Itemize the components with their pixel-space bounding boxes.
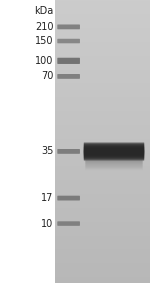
Text: 17: 17 (41, 193, 53, 203)
FancyBboxPatch shape (84, 148, 144, 150)
FancyBboxPatch shape (84, 156, 144, 158)
FancyBboxPatch shape (84, 142, 144, 144)
FancyBboxPatch shape (84, 147, 144, 149)
FancyBboxPatch shape (84, 158, 144, 160)
FancyBboxPatch shape (84, 157, 144, 159)
FancyBboxPatch shape (84, 145, 144, 147)
Text: 150: 150 (35, 36, 53, 46)
FancyBboxPatch shape (85, 161, 143, 163)
Text: 100: 100 (35, 56, 53, 66)
FancyBboxPatch shape (84, 149, 144, 151)
FancyBboxPatch shape (85, 162, 143, 164)
FancyBboxPatch shape (84, 152, 144, 154)
FancyBboxPatch shape (84, 150, 144, 152)
FancyBboxPatch shape (84, 159, 144, 161)
Text: kDa: kDa (34, 6, 53, 16)
FancyBboxPatch shape (84, 159, 144, 161)
Text: 210: 210 (35, 22, 53, 32)
FancyBboxPatch shape (84, 157, 144, 159)
FancyBboxPatch shape (85, 160, 143, 162)
FancyBboxPatch shape (84, 153, 144, 155)
FancyBboxPatch shape (84, 158, 144, 160)
FancyBboxPatch shape (57, 149, 80, 154)
FancyBboxPatch shape (84, 156, 144, 158)
Text: 35: 35 (41, 146, 53, 156)
FancyBboxPatch shape (84, 143, 144, 145)
FancyBboxPatch shape (84, 152, 144, 154)
FancyBboxPatch shape (84, 151, 144, 153)
FancyBboxPatch shape (84, 152, 144, 154)
FancyBboxPatch shape (57, 24, 80, 29)
FancyBboxPatch shape (84, 143, 144, 145)
FancyBboxPatch shape (84, 147, 144, 149)
FancyBboxPatch shape (84, 155, 144, 156)
FancyBboxPatch shape (84, 144, 144, 146)
FancyBboxPatch shape (84, 157, 144, 159)
FancyBboxPatch shape (84, 154, 144, 156)
FancyBboxPatch shape (84, 149, 144, 151)
FancyBboxPatch shape (84, 154, 144, 156)
FancyBboxPatch shape (84, 146, 144, 148)
FancyBboxPatch shape (84, 154, 144, 156)
FancyBboxPatch shape (84, 149, 144, 151)
FancyBboxPatch shape (84, 144, 144, 146)
FancyBboxPatch shape (85, 160, 143, 161)
FancyBboxPatch shape (57, 221, 80, 226)
FancyBboxPatch shape (84, 145, 144, 147)
FancyBboxPatch shape (84, 149, 144, 151)
FancyBboxPatch shape (84, 143, 144, 145)
Text: 10: 10 (41, 218, 53, 229)
FancyBboxPatch shape (57, 39, 80, 43)
FancyBboxPatch shape (85, 165, 143, 167)
FancyBboxPatch shape (84, 146, 144, 148)
FancyBboxPatch shape (84, 146, 144, 148)
FancyBboxPatch shape (84, 147, 144, 149)
FancyBboxPatch shape (84, 150, 144, 152)
FancyBboxPatch shape (84, 153, 144, 155)
FancyBboxPatch shape (84, 143, 144, 145)
FancyBboxPatch shape (84, 150, 144, 152)
FancyBboxPatch shape (84, 145, 144, 147)
FancyBboxPatch shape (84, 158, 144, 160)
FancyBboxPatch shape (84, 156, 144, 158)
FancyBboxPatch shape (57, 196, 80, 200)
FancyBboxPatch shape (84, 144, 144, 146)
FancyBboxPatch shape (85, 166, 143, 168)
FancyBboxPatch shape (84, 155, 144, 157)
FancyBboxPatch shape (84, 158, 144, 160)
FancyBboxPatch shape (85, 164, 143, 166)
FancyBboxPatch shape (57, 74, 80, 79)
FancyBboxPatch shape (84, 145, 144, 147)
FancyBboxPatch shape (84, 153, 144, 155)
FancyBboxPatch shape (84, 148, 144, 150)
FancyBboxPatch shape (84, 151, 144, 153)
FancyBboxPatch shape (84, 153, 144, 155)
FancyBboxPatch shape (84, 155, 144, 157)
Text: 70: 70 (41, 71, 53, 82)
FancyBboxPatch shape (84, 142, 144, 144)
FancyBboxPatch shape (84, 155, 144, 157)
FancyBboxPatch shape (84, 156, 144, 158)
FancyBboxPatch shape (85, 163, 143, 165)
FancyBboxPatch shape (84, 151, 144, 153)
FancyBboxPatch shape (84, 147, 144, 149)
FancyBboxPatch shape (84, 148, 144, 150)
FancyBboxPatch shape (57, 58, 80, 64)
